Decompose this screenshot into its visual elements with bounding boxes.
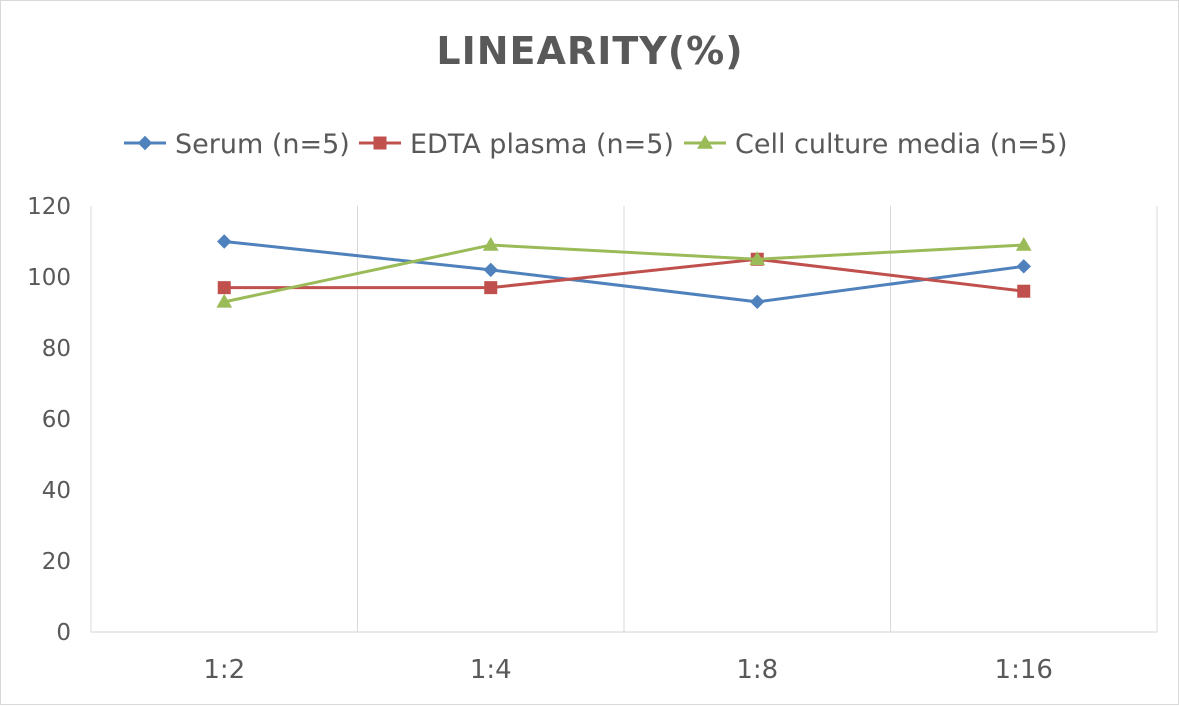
series-line (222, 240, 1026, 304)
data-point (750, 294, 765, 310)
legend: Serum (n=5) EDTA plasma (n=5) Cell culture… (124, 129, 1068, 160)
y-tick-label: 120 (27, 194, 71, 220)
y-tick-label: 100 (27, 265, 71, 291)
x-tick-label: 1:4 (470, 655, 512, 685)
series-2 (217, 252, 1031, 298)
x-axis-ticks: 1:2 1:4 1:8 1:16 (203, 655, 1053, 685)
legend-marker (697, 134, 713, 149)
series-1 (217, 234, 1031, 310)
x-tick-label: 1:2 (203, 655, 245, 685)
y-tick-label: 80 (42, 336, 71, 362)
legend-item: Cell culture media (n=5) (684, 129, 1068, 160)
y-tick-label: 60 (42, 407, 71, 433)
data-point (1015, 237, 1032, 251)
legend-item: Serum (n=5) (124, 129, 350, 160)
legend-marker (137, 135, 153, 151)
data-point (482, 237, 499, 251)
legend-marker (373, 136, 387, 150)
data-point (1017, 284, 1031, 298)
x-tick-label: 1:8 (736, 655, 778, 685)
series-3 (216, 237, 1032, 308)
chart-title: LINEARITY(%) (436, 29, 743, 73)
y-tick-label: 0 (56, 620, 71, 646)
data-point (1016, 259, 1031, 274)
y-tick-label: 40 (42, 478, 71, 504)
gridlines (90, 206, 1158, 633)
series-line (222, 257, 1026, 293)
legend-label: Serum (n=5) (175, 129, 350, 160)
series-layer (216, 234, 1032, 310)
data-point (484, 281, 498, 295)
data-point (217, 234, 232, 249)
data-point (217, 281, 231, 295)
x-tick-label: 1:16 (995, 655, 1053, 685)
legend-label: EDTA plasma (n=5) (410, 129, 674, 160)
y-axis-ticks: 0 20 40 60 80 100 120 (27, 194, 71, 646)
series-line (222, 243, 1026, 304)
legend-label: Cell culture media (n=5) (735, 129, 1068, 160)
y-tick-label: 20 (42, 549, 71, 575)
legend-item: EDTA plasma (n=5) (359, 129, 674, 160)
data-point (749, 251, 766, 265)
data-point (216, 293, 233, 308)
data-point (483, 262, 498, 278)
